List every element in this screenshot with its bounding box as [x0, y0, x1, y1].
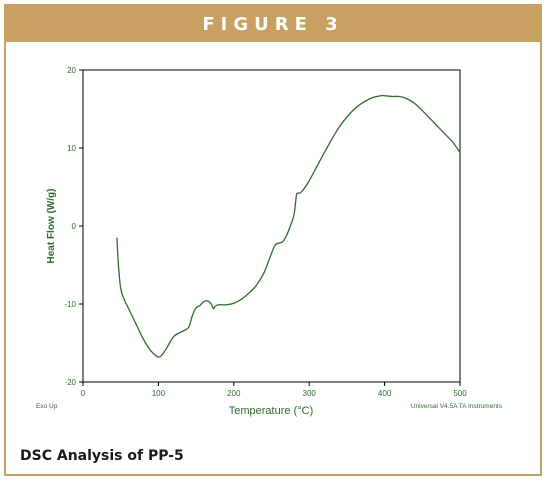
- y-axis-label: Heat Flow (W/g): [46, 189, 57, 264]
- plot-frame: [82, 69, 461, 383]
- chart-area: -20 -10 0 10 20 0 100 200 300 400 500 Temperature…: [10, 50, 540, 430]
- figure-header-bar: FIGURE 3: [6, 6, 540, 42]
- y-tick-label: 10: [67, 144, 76, 153]
- x-tick-label: 0: [81, 389, 86, 398]
- y-tick-label: -20: [64, 378, 76, 387]
- x-tick-label: 300: [303, 389, 317, 398]
- y-tick-label: -10: [64, 300, 76, 309]
- y-tick-label: 20: [67, 66, 76, 75]
- y-tick-label: 0: [72, 222, 77, 231]
- y-ticks: -20 -10 0 10 20: [64, 66, 83, 387]
- x-ticks: 0 100 200 300 400 500: [81, 382, 467, 398]
- figure-frame: FIGURE 3 -20 -10 0 10 20 0 100 200 300 400 500 Te…: [4, 4, 542, 476]
- x-tick-label: 100: [152, 389, 166, 398]
- x-tick-label: 400: [378, 389, 392, 398]
- dsc-chart: -20 -10 0 10 20 0 100 200 300 400 500 Temperature…: [36, 66, 503, 417]
- x-tick-label: 500: [453, 389, 467, 398]
- exo-up-note: Exo Up: [36, 403, 58, 410]
- figure-caption: DSC Analysis of PP-5: [20, 448, 184, 464]
- x-tick-label: 200: [227, 389, 241, 398]
- instrument-note: Universal V4.5A TA Instruments: [411, 403, 503, 410]
- dsc-curve-line: [116, 94, 461, 358]
- figure-header-title: FIGURE 3: [202, 13, 344, 35]
- x-axis-label: Temperature (°C): [229, 405, 313, 417]
